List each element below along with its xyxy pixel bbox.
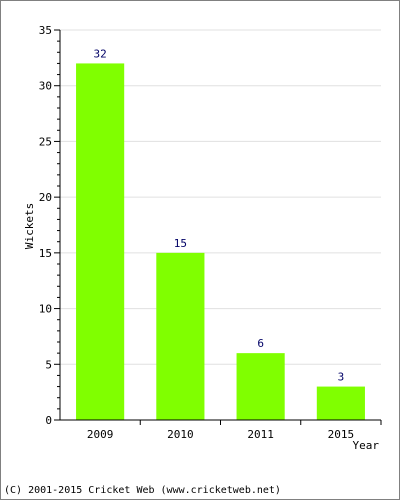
y-tick-label: 20 [39, 191, 52, 204]
bar-2010 [156, 252, 205, 420]
y-tick-labels: 0 5 10 15 20 25 30 35 [39, 24, 52, 427]
bar-2011 [236, 353, 285, 420]
x-tick-label: 2010 [167, 428, 194, 441]
y-axis-title: Wickets [23, 203, 36, 249]
y-tick-label: 0 [45, 414, 52, 427]
x-tick-label: 2009 [87, 428, 114, 441]
y-tick-label: 15 [39, 247, 52, 260]
data-label-2009: 32 [94, 47, 107, 60]
y-tick-label: 35 [39, 24, 52, 37]
data-label-2011: 6 [257, 337, 264, 350]
x-axis-title: Year [353, 439, 380, 452]
copyright-text: (C) 2001-2015 Cricket Web (www.cricketwe… [4, 485, 281, 496]
axes [54, 29, 382, 425]
data-label-2010: 15 [174, 237, 187, 250]
x-tick-label: 2015 [328, 428, 355, 441]
bars [76, 63, 365, 421]
x-tick-labels: 2009 2010 2011 2015 [87, 428, 354, 441]
bar-2009 [76, 63, 125, 421]
y-tick-label: 30 [39, 80, 52, 93]
y-tick-label: 5 [45, 358, 52, 371]
data-labels: 32 15 6 3 [94, 47, 345, 383]
y-tick-label: 25 [39, 135, 52, 148]
x-tick-label: 2011 [247, 428, 274, 441]
y-tick-label: 10 [39, 303, 52, 316]
data-label-2015: 3 [338, 371, 345, 384]
bar-2015 [316, 386, 365, 420]
